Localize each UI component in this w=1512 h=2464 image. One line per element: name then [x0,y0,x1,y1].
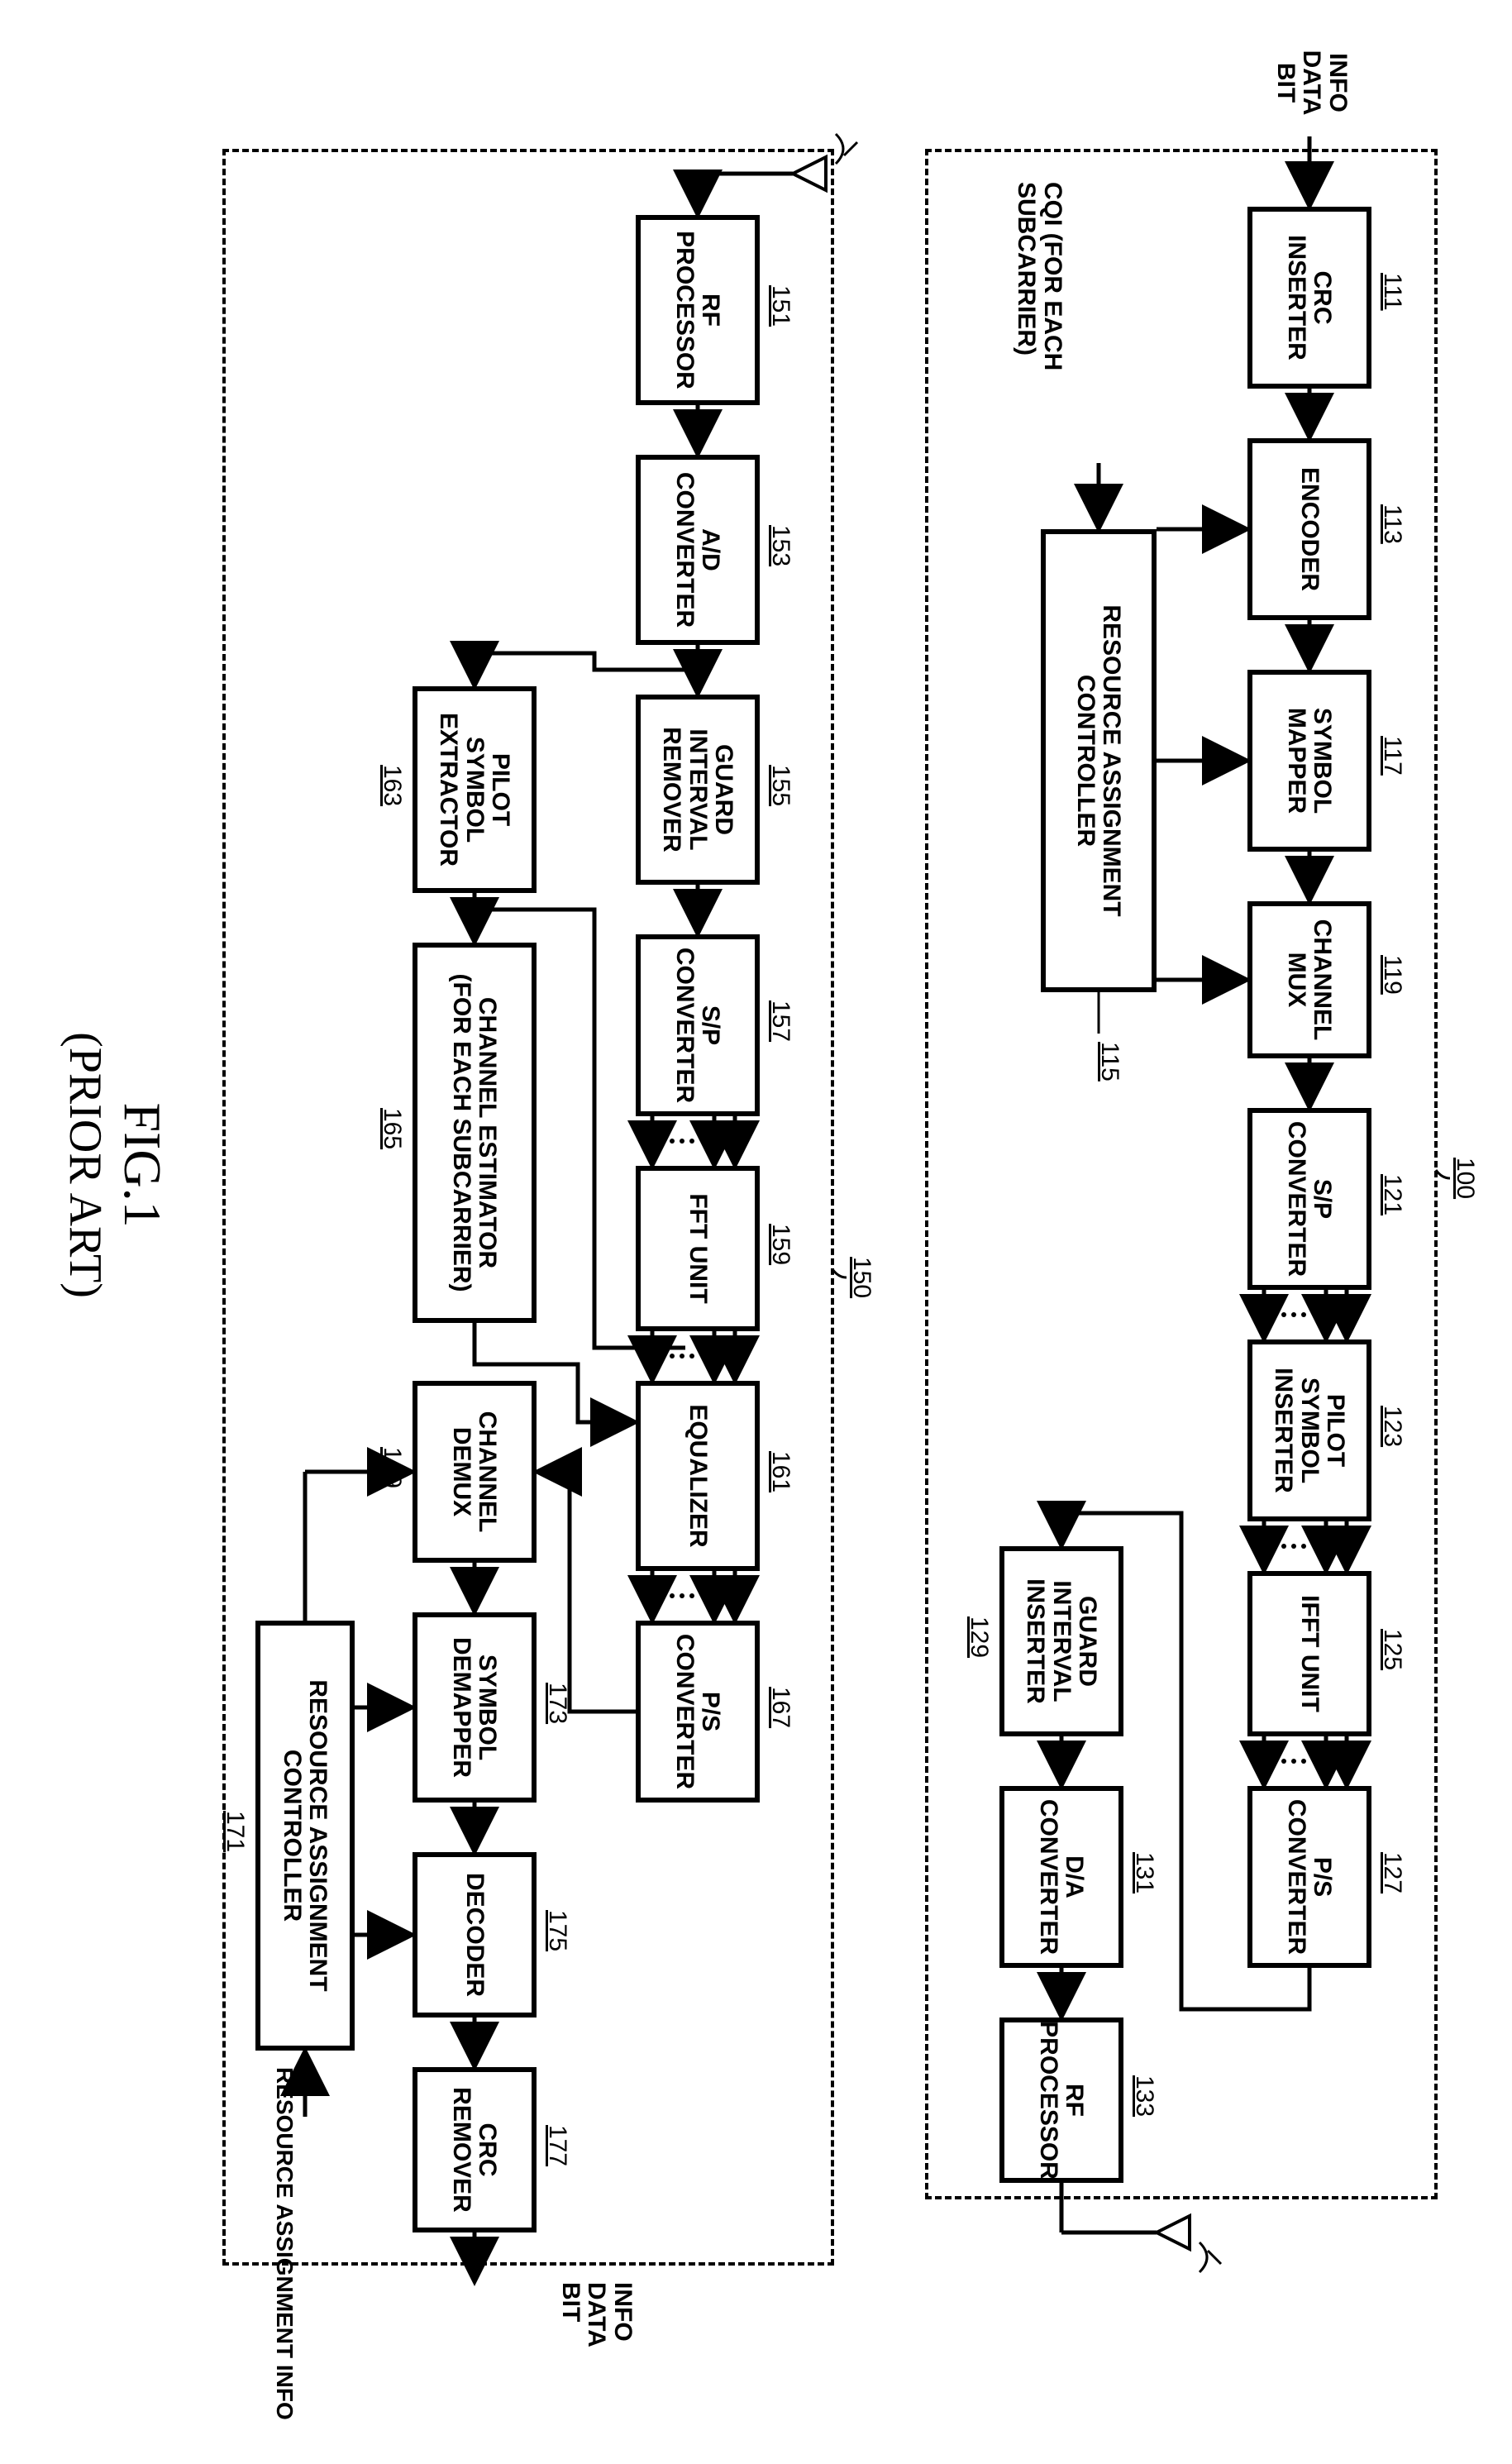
wires [0,0,1512,2330]
diagram-stage: 100 150 FIG.1 (PRIOR ART) INFO DATA BIT … [0,0,1512,2330]
rotated-canvas: 100 150 FIG.1 (PRIOR ART) INFO DATA BIT … [0,0,1512,1512]
